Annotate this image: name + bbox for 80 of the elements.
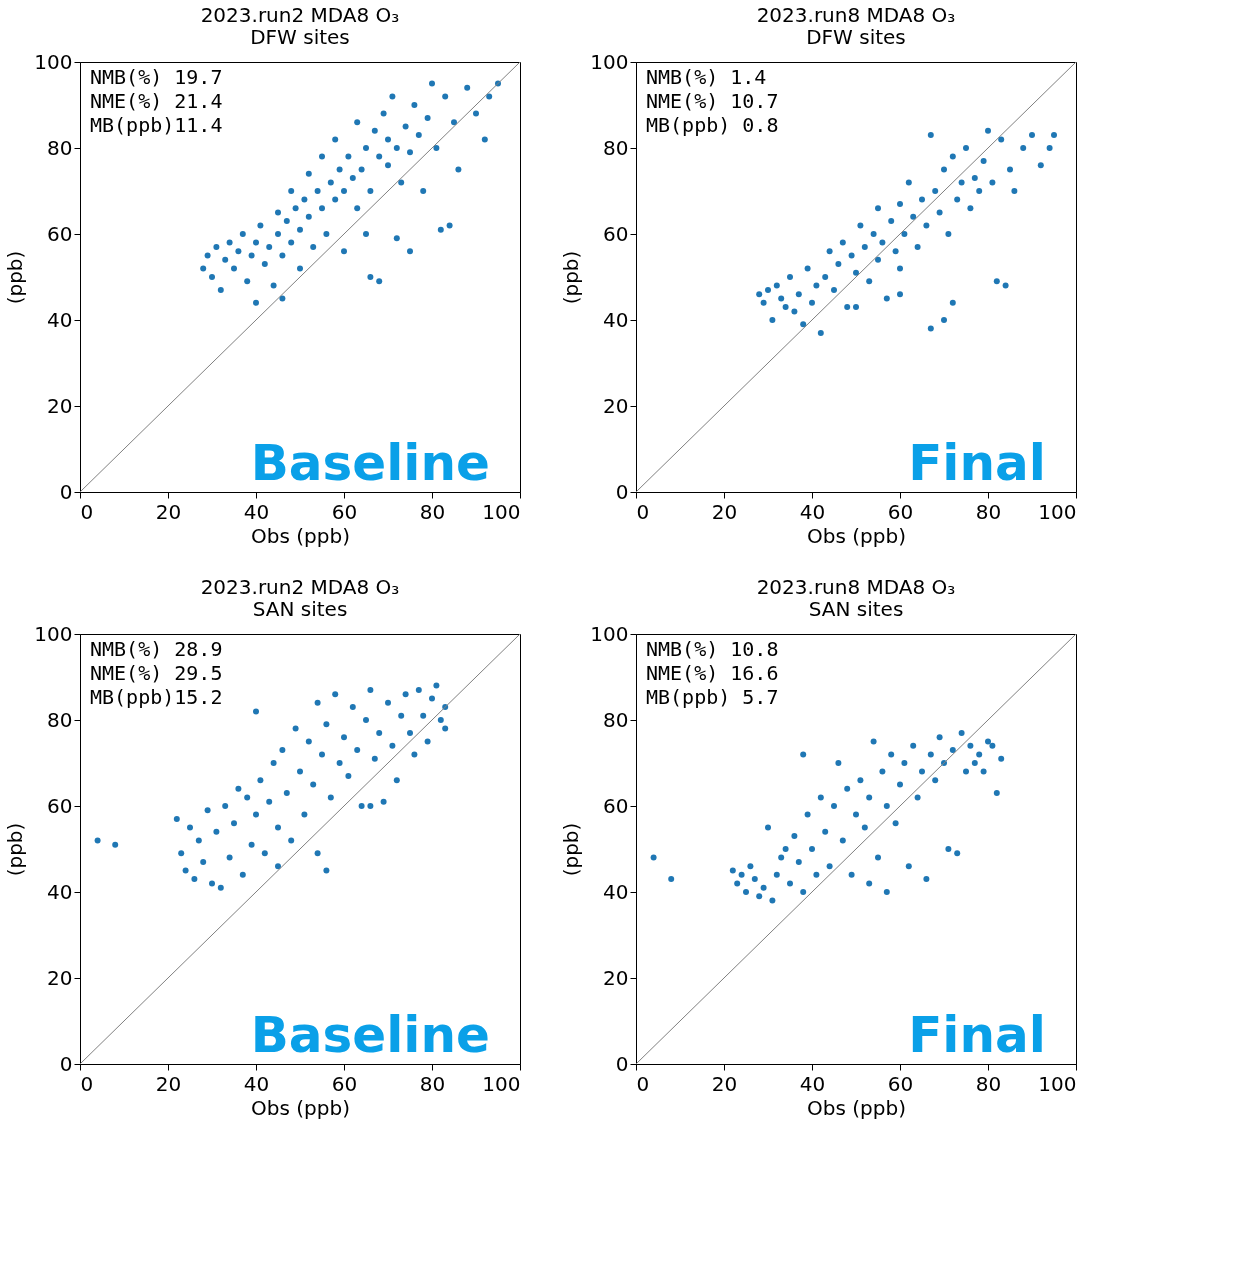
y-tick-label: 0 [59, 479, 73, 504]
x-axis-title: Obs (ppb) [807, 1095, 906, 1120]
y-axis-title: (ppb) [559, 250, 584, 305]
y-tick-label: 60 [47, 221, 73, 246]
x-axis-title: Obs (ppb) [251, 523, 350, 548]
annotation: MB(ppb)15.2 [90, 685, 223, 709]
x-tick-label: 100 [482, 1071, 521, 1096]
x-tick-label: 100 [482, 499, 521, 524]
annotation: MB(ppb) 5.7 [646, 685, 779, 709]
y-tick-label: 60 [603, 221, 629, 246]
chart-title: 2023.run8 MDA8 O₃ [756, 575, 956, 599]
y-axis-title: (ppb) [3, 250, 28, 305]
y-tick-label: 100 [34, 49, 73, 74]
annotation: MB(ppb) 0.8 [646, 113, 779, 137]
x-tick-label: 40 [243, 499, 270, 524]
annotation: MB(ppb)11.4 [90, 113, 223, 137]
chart-subtitle: DFW sites [806, 25, 906, 49]
x-tick-label: 20 [711, 499, 738, 524]
y-tick-label: 20 [47, 393, 73, 418]
x-tick-label: 80 [975, 1071, 1002, 1096]
x-tick-label: 0 [80, 499, 94, 524]
x-tick-label: 80 [419, 499, 446, 524]
y-tick-label: 80 [47, 707, 73, 732]
y-tick-label: 0 [615, 479, 629, 504]
chart-title: 2023.run8 MDA8 O₃ [756, 3, 956, 27]
annotation: NME(%) 10.7 [646, 89, 779, 113]
annotation: Final [908, 1006, 1046, 1064]
x-tick-label: 0 [636, 499, 650, 524]
y-tick-label: 0 [59, 1051, 73, 1076]
y-tick-label: 60 [47, 793, 73, 818]
y-tick-label: 80 [603, 135, 629, 160]
chart-title: 2023.run2 MDA8 O₃ [200, 575, 400, 599]
chart-subtitle: DFW sites [250, 25, 350, 49]
x-tick-label: 80 [419, 1071, 446, 1096]
chart-subtitle: SAN sites [252, 597, 348, 621]
annotation: NME(%) 16.6 [646, 661, 779, 685]
annotation: NMB(%) 1.4 [646, 65, 767, 89]
x-tick-label: 20 [155, 499, 182, 524]
annotation: Final [908, 434, 1046, 492]
y-tick-label: 20 [47, 965, 73, 990]
x-tick-label: 40 [243, 1071, 270, 1096]
x-tick-label: 60 [887, 499, 914, 524]
x-tick-label: 100 [1038, 1071, 1077, 1096]
y-tick-label: 60 [603, 793, 629, 818]
x-tick-label: 20 [155, 1071, 182, 1096]
y-tick-label: 80 [603, 707, 629, 732]
annotation: Baseline [250, 434, 490, 492]
y-tick-label: 100 [34, 621, 73, 646]
x-axis-title: Obs (ppb) [807, 523, 906, 548]
x-tick-label: 60 [331, 1071, 358, 1096]
chart-subtitle: SAN sites [808, 597, 904, 621]
x-axis-title: Obs (ppb) [251, 1095, 350, 1120]
x-tick-label: 80 [975, 499, 1002, 524]
x-tick-label: 20 [711, 1071, 738, 1096]
y-tick-label: 80 [47, 135, 73, 160]
y-tick-label: 40 [47, 879, 73, 904]
y-tick-label: 100 [590, 621, 629, 646]
x-tick-label: 100 [1038, 499, 1077, 524]
annotation: Baseline [250, 1006, 490, 1064]
annotation: NMB(%) 19.7 [90, 65, 223, 89]
chart-title: 2023.run2 MDA8 O₃ [200, 3, 400, 27]
annotation: NMB(%) 28.9 [90, 637, 223, 661]
annotation: NMB(%) 10.8 [646, 637, 779, 661]
y-tick-label: 0 [615, 1051, 629, 1076]
y-tick-label: 100 [590, 49, 629, 74]
y-tick-label: 20 [603, 393, 629, 418]
y-tick-label: 20 [603, 965, 629, 990]
x-tick-label: 40 [799, 499, 826, 524]
annotation: NME(%) 29.5 [90, 661, 223, 685]
x-tick-label: 0 [636, 1071, 650, 1096]
annotation: NME(%) 21.4 [90, 89, 223, 113]
y-tick-label: 40 [603, 879, 629, 904]
x-tick-label: 0 [80, 1071, 94, 1096]
y-tick-label: 40 [603, 307, 629, 332]
x-tick-label: 60 [887, 1071, 914, 1096]
x-tick-label: 60 [331, 499, 358, 524]
x-tick-label: 40 [799, 1071, 826, 1096]
y-tick-label: 40 [47, 307, 73, 332]
y-axis-title: (ppb) [559, 822, 584, 877]
y-axis-title: (ppb) [3, 822, 28, 877]
